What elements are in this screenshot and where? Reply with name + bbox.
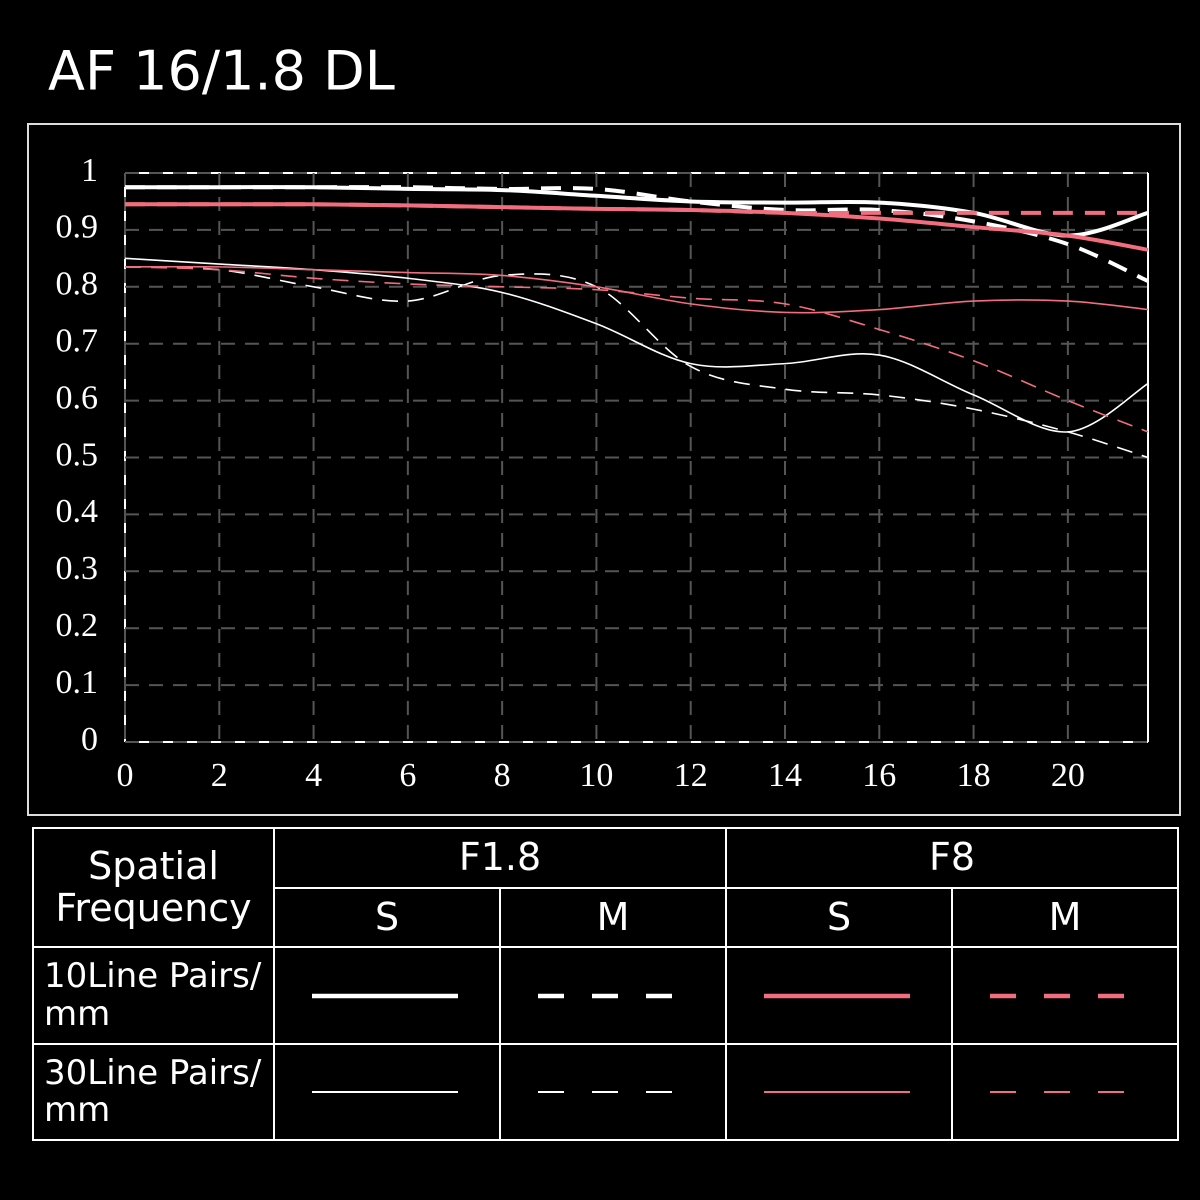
legend-cell — [499, 1043, 727, 1141]
series-line — [125, 202, 1148, 216]
x-tick-label: 18 — [957, 757, 991, 794]
x-tick-label: 0 — [117, 757, 134, 794]
legend-sample — [538, 1090, 684, 1094]
legend-sample — [538, 993, 684, 998]
series-line — [124, 266, 1149, 433]
y-tick-label: 1 — [81, 152, 98, 189]
series-line — [124, 257, 1149, 433]
x-tick-label: 12 — [674, 757, 708, 794]
y-tick-label: 0.8 — [56, 266, 99, 303]
series-line — [124, 265, 1149, 314]
legend-sample — [764, 993, 910, 998]
y-tick-label: 0.5 — [56, 436, 99, 473]
y-tick-label: 0.7 — [56, 322, 99, 359]
x-tick-label: 8 — [494, 757, 511, 794]
y-tick-label: 0.6 — [56, 379, 99, 416]
series-line — [125, 185, 1149, 283]
sub-header: M — [499, 887, 727, 948]
legend-cell — [273, 946, 501, 1045]
x-tick-label: 20 — [1051, 757, 1085, 794]
sub-header: S — [273, 887, 501, 948]
y-tick-label: 0.1 — [56, 664, 99, 701]
y-tick-label: 0.9 — [56, 209, 99, 246]
x-tick-label: 6 — [399, 757, 416, 794]
legend-sample — [312, 1090, 458, 1094]
legend-sample — [764, 1090, 910, 1094]
chart-frame — [27, 123, 1181, 816]
row-header: 10Line Pairs/ mm — [32, 946, 275, 1045]
x-tick-label: 14 — [768, 757, 802, 794]
legend-cell — [499, 946, 727, 1045]
y-tick-label: 0.4 — [56, 493, 99, 530]
x-tick-label: 2 — [211, 757, 228, 794]
sub-header: M — [951, 887, 1179, 948]
corner-header: Spatial Frequency — [32, 827, 275, 948]
legend-sample — [990, 993, 1136, 998]
legend-cell — [725, 1043, 953, 1141]
legend-cell — [273, 1043, 501, 1141]
legend-cell — [951, 1043, 1179, 1141]
legend-sample — [312, 993, 458, 998]
sub-header: S — [725, 887, 953, 948]
x-tick-label: 10 — [579, 757, 613, 794]
y-tick-label: 0.2 — [56, 607, 99, 644]
y-tick-label: 0.3 — [56, 550, 99, 587]
x-tick-label: 16 — [862, 757, 896, 794]
x-tick-label: 4 — [305, 757, 322, 794]
y-tick-label: 0 — [81, 721, 98, 758]
legend-sample — [990, 1090, 1136, 1094]
group-header: F1.8 — [273, 827, 727, 889]
chart: AF 16/1.8 DL 0 0.1 0.2 0.3 0.4 0.5 0.6 0.7 0.8 0.… — [27, 40, 1181, 816]
series-line — [124, 266, 1149, 459]
legend-cell — [951, 946, 1179, 1045]
row-header: 30Line Pairs/ mm — [32, 1043, 275, 1141]
legend-cell — [725, 946, 953, 1045]
chart-title: AF 16/1.8 DL — [48, 40, 395, 103]
group-header: F8 — [725, 827, 1179, 889]
